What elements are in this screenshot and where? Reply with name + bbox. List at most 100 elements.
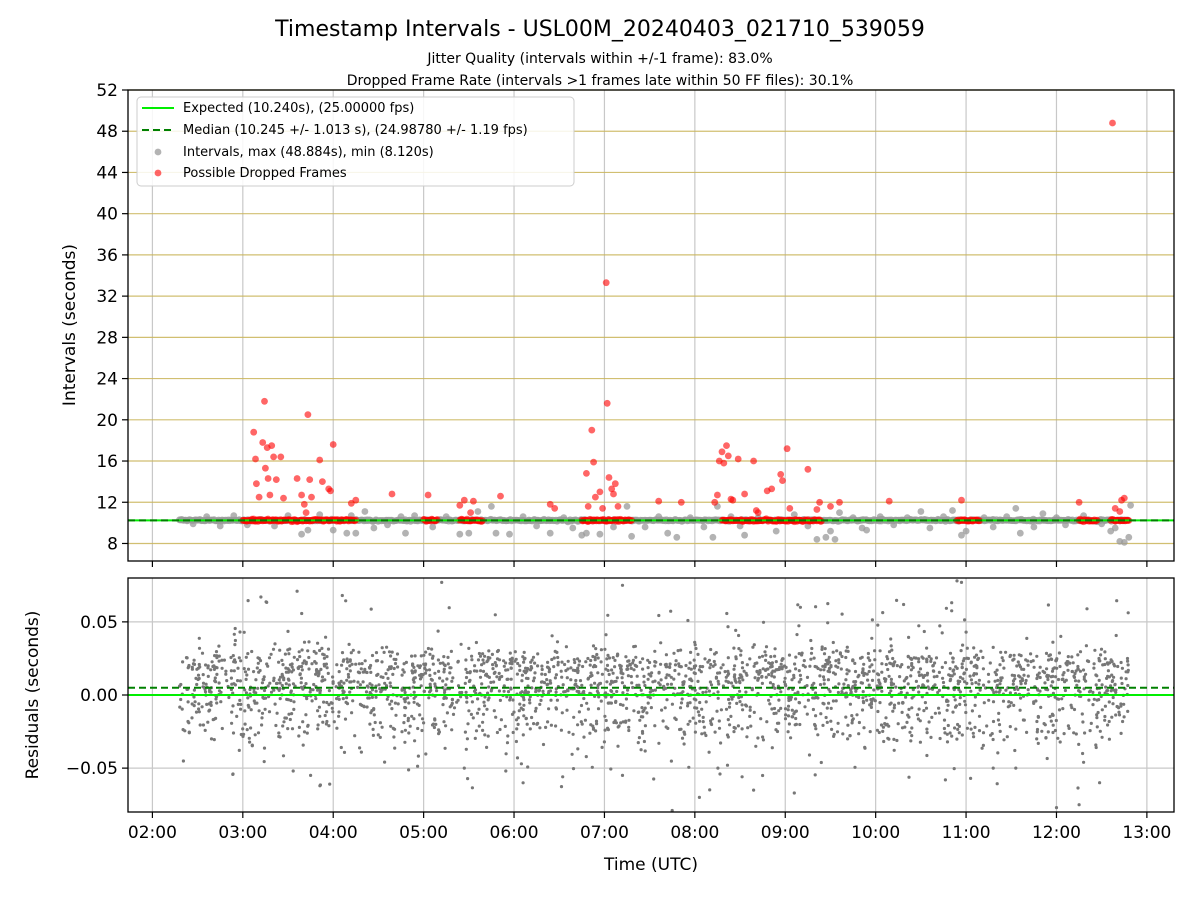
residual-point [894, 685, 898, 689]
residual-point [678, 665, 683, 669]
residual-point [186, 700, 190, 704]
residual-point [302, 640, 307, 644]
residual-point [688, 677, 692, 682]
residual-point [1072, 707, 1077, 712]
residual-point [533, 661, 537, 665]
residual-point [1078, 690, 1082, 694]
residual-point [883, 722, 887, 726]
residual-point [849, 688, 853, 692]
residual-point [657, 671, 661, 675]
residual-point [726, 735, 730, 739]
residual-point [632, 668, 636, 672]
dropped-frame-point [460, 496, 468, 504]
residual-point [669, 609, 673, 613]
residual-point [660, 708, 664, 712]
residual-point [697, 795, 702, 800]
residual-point [508, 651, 512, 655]
residual-point [737, 676, 741, 680]
residual-point [262, 760, 266, 764]
residual-point [337, 670, 341, 674]
residual-point [325, 710, 329, 714]
residual-point [348, 664, 352, 668]
legend: Expected (10.240s), (25.00000 fps) Media… [136, 96, 575, 187]
residuals-y-ticks: −0.050.000.05 [66, 613, 128, 779]
residual-point [717, 682, 721, 686]
residual-point [870, 618, 875, 622]
residual-point [657, 613, 661, 618]
residual-point [740, 727, 744, 731]
interval-point [926, 524, 934, 532]
residual-point [1045, 667, 1049, 671]
residual-point [403, 690, 407, 695]
residual-point [511, 698, 515, 702]
residual-point [575, 689, 579, 693]
residual-point [433, 717, 437, 721]
residual-point [620, 583, 625, 587]
residual-point [709, 647, 713, 652]
residual-point [821, 675, 826, 679]
dropped-frame-point [266, 491, 274, 499]
residual-point [809, 657, 813, 661]
residual-point [689, 667, 693, 671]
residual-point [718, 671, 722, 675]
residual-point [904, 695, 908, 699]
residual-point [549, 681, 553, 685]
residual-point [948, 667, 952, 671]
residual-point [1103, 662, 1107, 667]
residual-point [201, 681, 206, 685]
residual-point [464, 667, 468, 672]
residual-point [280, 658, 284, 663]
residual-point [345, 667, 349, 671]
residual-point [419, 654, 423, 658]
residual-point [486, 698, 490, 702]
residual-point [865, 698, 869, 702]
residual-point [1116, 664, 1120, 669]
residual-point [556, 655, 560, 660]
residual-point [767, 698, 771, 702]
residual-point [745, 735, 749, 739]
residual-point [510, 712, 515, 717]
residual-point [953, 698, 957, 702]
residual-point [370, 653, 375, 658]
residual-point [233, 660, 237, 664]
residual-point [582, 696, 586, 701]
residual-point [422, 689, 426, 693]
residual-point [661, 719, 665, 723]
residual-point [701, 690, 705, 695]
residual-point [758, 670, 762, 675]
residual-point [200, 651, 205, 655]
residual-point [798, 673, 803, 678]
interval-point [456, 530, 464, 538]
residual-point [764, 675, 768, 679]
residual-point [625, 664, 630, 668]
residuals-x-label: Time (UTC) [603, 855, 698, 875]
residual-point [288, 717, 292, 722]
residual-point [772, 675, 776, 679]
residual-point [606, 653, 610, 658]
residual-point [337, 697, 341, 702]
residual-point [642, 680, 646, 684]
residual-point [727, 705, 732, 709]
residual-point [726, 673, 730, 677]
residual-point [1051, 730, 1055, 735]
dropped-frame-point [599, 505, 606, 512]
residual-point [233, 638, 237, 643]
residual-point [910, 657, 914, 662]
residual-point [319, 667, 323, 672]
residual-point [952, 668, 956, 672]
interval-point [352, 529, 360, 537]
residual-point [197, 646, 202, 650]
residual-point [222, 658, 226, 662]
residual-point [570, 752, 574, 756]
residual-point [1063, 680, 1067, 684]
residual-point [837, 661, 841, 665]
residual-point [566, 659, 570, 663]
dropped-frame-point [497, 492, 504, 500]
residual-point [427, 668, 432, 672]
residual-point [300, 668, 304, 672]
residual-point [861, 670, 865, 674]
residual-point [700, 707, 704, 711]
residual-point [1054, 806, 1059, 810]
residual-point [829, 719, 833, 723]
dropped-frame-point [588, 426, 596, 434]
